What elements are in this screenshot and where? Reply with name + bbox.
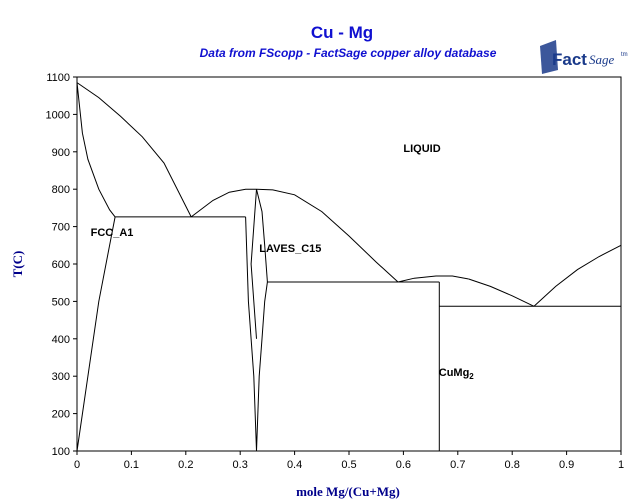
- chart-subtitle: Data from FScopp - FactSage copper alloy…: [200, 46, 497, 60]
- logo-tm: tm: [621, 52, 628, 58]
- x-tick-label: 0: [74, 459, 80, 471]
- y-axis: 100 200 300 400 500 600 700 800 900 1000 1100: [46, 72, 77, 458]
- region-label: CuMg2: [439, 367, 475, 381]
- region-label: FCC_A1: [91, 227, 134, 239]
- y-tick-label: 700: [52, 222, 70, 234]
- x-tick-label: 0.6: [396, 459, 411, 471]
- logo-suffix: Sage: [589, 52, 615, 67]
- phase-boundary-line: [256, 281, 268, 452]
- y-tick-label: 1000: [46, 109, 70, 121]
- region-label-text: LAVES_C15: [259, 243, 321, 255]
- logo-mark-icon: [540, 40, 558, 74]
- x-tick-label: 0.2: [178, 459, 193, 471]
- x-tick-label: 0.9: [559, 459, 574, 471]
- x-tick-label: 0.5: [341, 459, 356, 471]
- y-tick-label: 300: [52, 371, 70, 383]
- y-tick-label: 900: [52, 147, 70, 159]
- phase-boundaries: [76, 82, 622, 452]
- region-label-text: CuMg: [439, 367, 470, 379]
- y-axis-label: T(C): [10, 251, 25, 278]
- factsage-logo: Fact Sage tm: [540, 40, 628, 74]
- x-tick-label: 0.4: [287, 459, 302, 471]
- x-tick-label: 0.3: [233, 459, 248, 471]
- y-tick-label: 800: [52, 184, 70, 196]
- y-tick-label: 600: [52, 259, 70, 271]
- y-tick-label: 200: [52, 409, 70, 421]
- region-label: LIQUID: [403, 143, 440, 155]
- phase-boundary-line: [190, 188, 257, 218]
- chart-title: Cu - Mg: [311, 23, 373, 42]
- phase-boundary-line: [533, 244, 622, 307]
- y-tick-label: 100: [52, 446, 70, 458]
- phase-boundary-line: [76, 82, 116, 218]
- x-tick-label: 1: [618, 459, 624, 471]
- phase-boundary-line: [256, 188, 399, 283]
- region-label: LAVES_C15: [259, 243, 321, 255]
- phase-boundary-line: [468, 278, 535, 307]
- region-label-subscript: 2: [469, 372, 474, 381]
- x-tick-label: 0.7: [450, 459, 465, 471]
- y-tick-label: 500: [52, 296, 70, 308]
- plot-frame: [76, 76, 622, 452]
- x-axis: 0 0.1 0.2 0.3 0.4 0.5 0.6 0.7 0.8 0.9 1: [74, 451, 624, 471]
- region-labels: LIQUID FCC_A1 LAVES_C15 CuMg2: [91, 143, 475, 381]
- phase-boundary-line: [76, 216, 116, 452]
- phase-boundary-line: [250, 189, 257, 339]
- x-axis-label: mole Mg/(Cu+Mg): [296, 484, 400, 499]
- phase-boundary-line: [256, 189, 268, 283]
- region-label-text: FCC_A1: [91, 227, 134, 239]
- x-tick-label: 0.1: [124, 459, 139, 471]
- phase-boundary-line: [245, 216, 257, 452]
- x-tick-label: 0.8: [505, 459, 520, 471]
- region-label-text: LIQUID: [403, 143, 440, 155]
- logo-brand: Fact: [552, 50, 587, 69]
- y-tick-label: 1100: [46, 72, 70, 84]
- phase-boundary-line: [397, 275, 469, 283]
- phase-boundary-line: [76, 82, 192, 218]
- y-tick-label: 400: [52, 334, 70, 346]
